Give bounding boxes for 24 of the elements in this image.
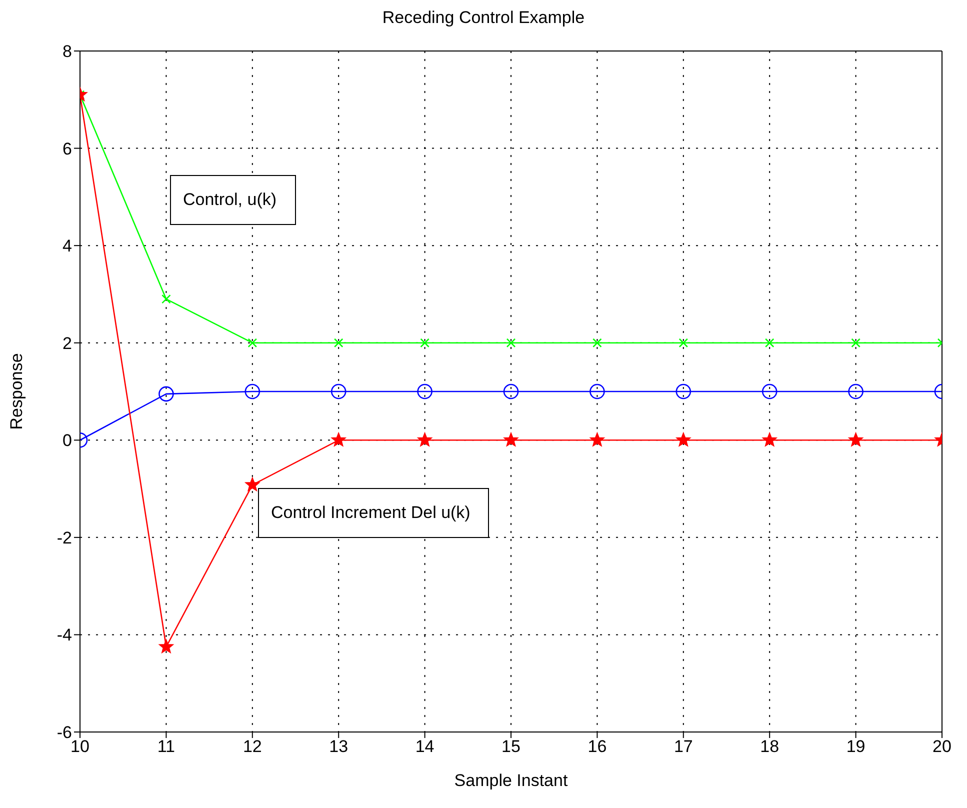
y-tick-label: 2 [62, 334, 72, 353]
x-tick-label: 15 [502, 737, 520, 756]
annotation: Control Increment Del u(k) [258, 488, 490, 538]
x-tick-label: 10 [70, 737, 90, 756]
y-tick-label: 6 [62, 139, 72, 158]
x-tick-label: 13 [329, 737, 348, 756]
chart-title: Receding Control Example [381, 8, 586, 28]
y-axis-title: Response [7, 353, 26, 430]
x-tick-label: 18 [760, 737, 780, 756]
x-tick-label: 14 [415, 737, 434, 756]
x-tick-label: 12 [242, 737, 262, 756]
x-tick-label: 11 [157, 737, 176, 756]
x-tick-label: 19 [846, 737, 866, 756]
x-tick-label: 16 [588, 737, 607, 756]
y-tick-label: 0 [62, 431, 72, 450]
x-tick-label: 20 [932, 737, 952, 756]
y-tick-label: 4 [62, 236, 72, 256]
annotation: Control, u(k) [170, 175, 296, 225]
y-tick-label: 8 [62, 42, 72, 62]
y-tick-label: -4 [56, 626, 72, 645]
y-tick-label: -2 [56, 528, 72, 548]
y-tick-label: -6 [56, 723, 72, 742]
x-axis-title: Sample Instant [454, 771, 568, 790]
x-tick-label: 17 [674, 737, 693, 756]
